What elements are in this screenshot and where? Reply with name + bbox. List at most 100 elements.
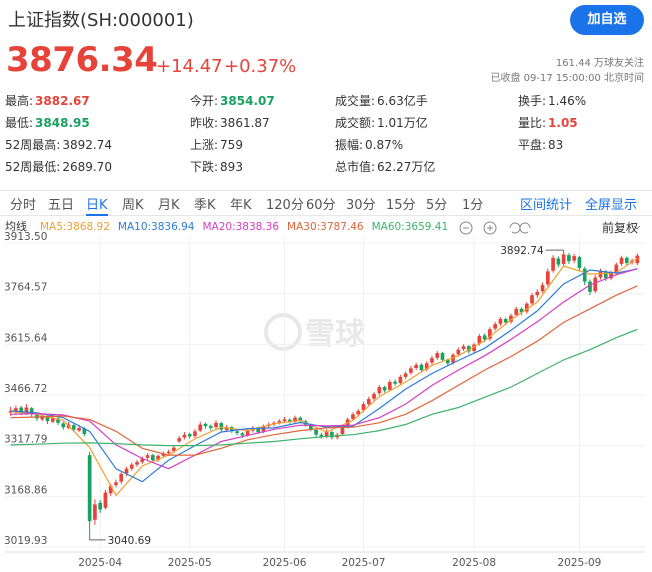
ma-line: [10, 268, 638, 470]
stat-label: 今开:: [190, 94, 219, 108]
candle-body: [298, 417, 303, 421]
tab[interactable]: 月K: [158, 198, 180, 213]
tab[interactable]: 季K: [194, 198, 216, 213]
followers: 161.44 万球友关注: [555, 58, 644, 69]
stat: 换手: 1.46%: [518, 90, 586, 112]
stat-value: 83: [548, 138, 564, 152]
x-tick-label: 2025-08: [452, 557, 496, 569]
candle-body: [603, 271, 608, 279]
candle-body: [172, 447, 176, 452]
candle-body: [398, 376, 403, 383]
candle-body: [372, 393, 376, 399]
stat: 最高: 3882.67: [5, 90, 90, 112]
candle-body: [93, 504, 97, 520]
candle-body: [182, 434, 187, 438]
candle-body: [266, 424, 271, 427]
candle-body: [129, 464, 134, 469]
tool-link[interactable]: 全屏显示: [585, 198, 638, 213]
tool-link[interactable]: 区间统计: [520, 198, 573, 213]
tab[interactable]: 15分: [386, 198, 416, 213]
tab[interactable]: 分时: [10, 198, 37, 213]
tab[interactable]: 日K: [86, 194, 108, 216]
candle-body: [477, 336, 482, 344]
candle-body: [340, 427, 345, 435]
annotation-label: 3040.69: [108, 535, 151, 547]
candle-body: [419, 364, 424, 371]
change-percent: +0.37%: [224, 56, 297, 77]
stat: 量比: 1.05: [518, 112, 578, 134]
legend-entry: MA30:3787.46: [287, 221, 364, 233]
legend-entry: MA60:3659.41: [372, 221, 449, 233]
candle-body: [551, 257, 555, 271]
candle-body: [351, 414, 355, 420]
tab[interactable]: 年K: [230, 198, 252, 213]
y-tick-label: 3317.79: [4, 434, 47, 446]
stat-value: 6.63亿手: [377, 94, 428, 108]
tab[interactable]: 五日: [48, 198, 75, 213]
candle-body: [572, 256, 577, 261]
candle-body: [540, 285, 545, 292]
tab[interactable]: 1分: [462, 198, 484, 213]
candle-body: [66, 424, 71, 428]
stat-label: 换手:: [518, 94, 547, 108]
candle-body: [145, 455, 150, 458]
candle-body: [445, 359, 450, 364]
candle-body: [524, 303, 529, 312]
stat: 上涨: 759: [190, 134, 243, 156]
candle-body: [166, 451, 171, 454]
candle-body: [208, 425, 213, 428]
ma-legend-title: 均线: [5, 219, 27, 233]
stat-value: 0.87%: [365, 138, 404, 152]
candle-body: [56, 418, 60, 423]
stat-label: 最低:: [5, 116, 34, 130]
candle-body: [435, 353, 440, 358]
stat-label: 量比:: [518, 116, 547, 130]
tab[interactable]: 周K: [122, 198, 144, 213]
candle-body: [229, 427, 234, 432]
tab[interactable]: 5分: [426, 198, 448, 213]
stat-value: 3882.67: [35, 94, 90, 108]
adjust-mode[interactable]: 前复权: [602, 220, 638, 235]
stat-label: 52周最低:: [5, 160, 61, 174]
candle-body: [403, 373, 408, 377]
y-tick-label: 3913.50: [4, 231, 47, 243]
candle-body: [503, 319, 508, 323]
candle-body: [108, 485, 113, 494]
stat-label: 52周最高:: [5, 138, 61, 152]
candle-body: [598, 271, 603, 278]
candle-body: [45, 417, 50, 422]
candle-body: [261, 426, 266, 432]
candle-body: [466, 346, 471, 352]
candle-body: [50, 417, 55, 422]
candle-body: [630, 260, 634, 263]
tab[interactable]: 120分: [266, 198, 304, 213]
candle-body: [40, 415, 45, 420]
candle-body: [8, 410, 13, 413]
candle-body: [150, 455, 155, 461]
candles: [8, 250, 640, 540]
candle-body: [82, 428, 87, 435]
candle-body: [382, 387, 387, 391]
x-tick-label: 2025-06: [263, 557, 307, 569]
add-watchlist-button[interactable]: 加自选: [570, 5, 644, 35]
candle-body: [624, 257, 629, 263]
candle-body: [277, 421, 282, 423]
candle-body: [582, 268, 587, 282]
candle-body: [14, 408, 18, 412]
tab[interactable]: 30分: [346, 198, 376, 213]
candle-body: [493, 324, 498, 329]
candle-body: [366, 398, 371, 405]
x-tick-label: 2025-09: [557, 557, 601, 569]
candle-body: [461, 346, 466, 349]
tab[interactable]: 60分: [306, 198, 336, 213]
candle-body: [356, 410, 361, 415]
candle-body: [593, 277, 598, 292]
candle-body: [156, 455, 160, 460]
change: +14.47: [156, 56, 223, 77]
candle-body: [161, 453, 166, 456]
stat: 成交额: 1.01万亿: [335, 112, 428, 134]
stat-label: 总市值:: [335, 160, 376, 174]
x-tick-label: 2025-07: [342, 557, 386, 569]
stat: 下跌: 893: [190, 156, 243, 178]
candle-body: [245, 430, 250, 436]
